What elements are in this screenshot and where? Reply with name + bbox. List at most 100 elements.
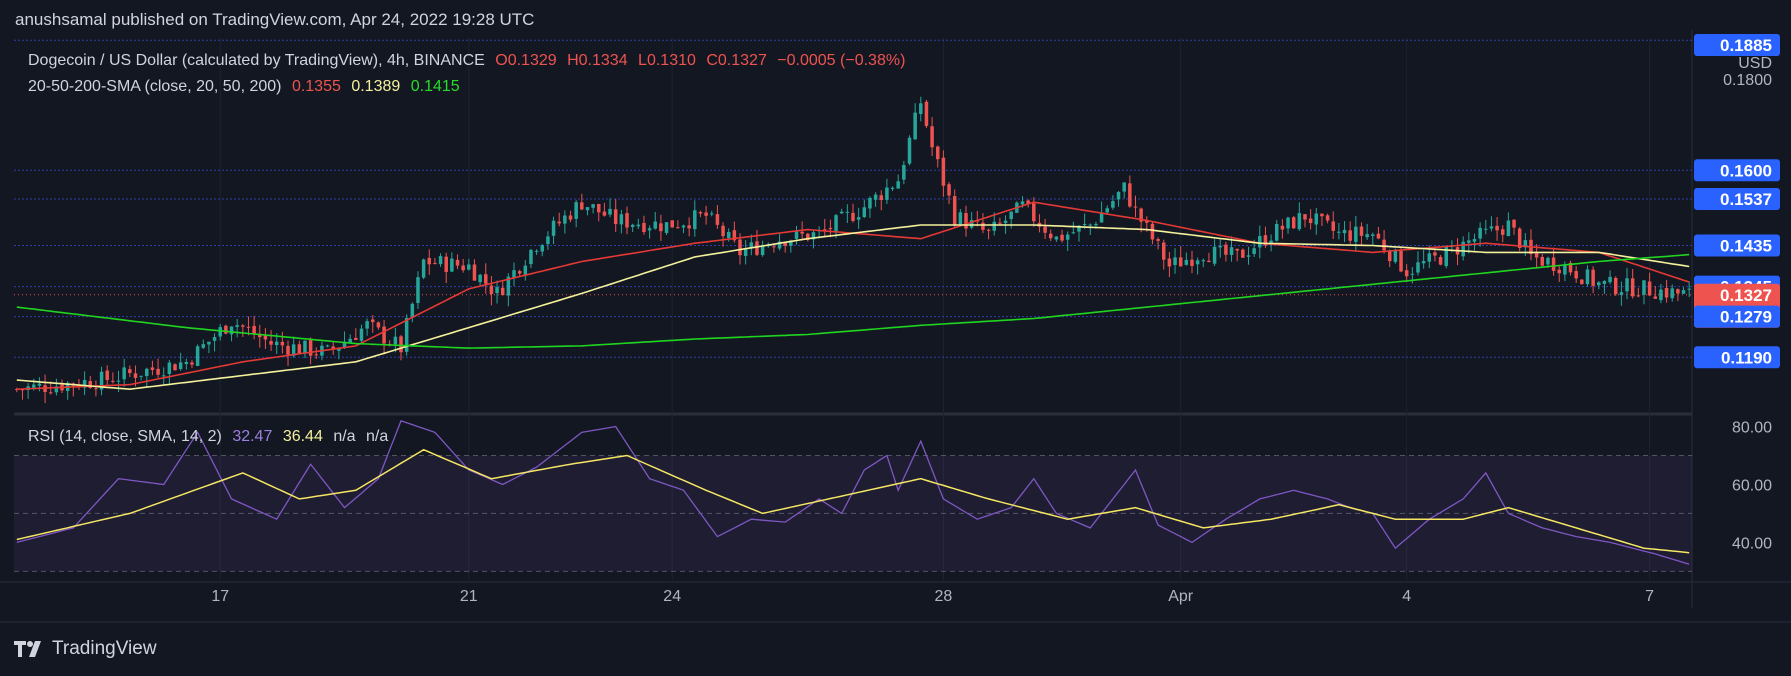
candle-body bbox=[433, 262, 437, 264]
candle-body bbox=[1342, 229, 1347, 234]
candle-body bbox=[224, 325, 228, 334]
candle-body bbox=[512, 270, 516, 279]
rsi-panel bbox=[14, 455, 1692, 572]
candle-body bbox=[37, 383, 42, 386]
candle-body bbox=[1687, 288, 1691, 290]
time-axis[interactable]: 17212428Apr4711141821 bbox=[211, 588, 1791, 605]
time-tick-label: 28 bbox=[934, 588, 952, 605]
candle-body bbox=[540, 245, 545, 252]
candle-body bbox=[563, 215, 567, 224]
candle-body bbox=[354, 337, 358, 340]
candle-body bbox=[399, 336, 403, 353]
candle-body bbox=[1195, 260, 1200, 265]
candle-body bbox=[1563, 264, 1567, 275]
candle-body bbox=[1568, 262, 1573, 273]
candle-body bbox=[636, 224, 641, 227]
candle-body bbox=[1506, 220, 1511, 237]
candle-body bbox=[642, 222, 646, 233]
candle-body bbox=[755, 241, 759, 255]
candle-body bbox=[297, 344, 302, 354]
candle-body bbox=[1111, 201, 1115, 208]
candle-body bbox=[1207, 260, 1211, 263]
candle-body bbox=[585, 207, 590, 211]
tradingview-logo[interactable]: TradingView bbox=[14, 638, 157, 660]
sma-lines bbox=[16, 201, 1690, 391]
candle-body bbox=[348, 338, 352, 343]
candle-body bbox=[1308, 218, 1313, 224]
candle-body bbox=[574, 202, 578, 219]
price-label-box bbox=[1694, 188, 1780, 211]
candle-body bbox=[1359, 226, 1364, 236]
candle-body bbox=[930, 126, 934, 148]
candle-body bbox=[1585, 269, 1590, 285]
candle-body bbox=[1116, 191, 1121, 200]
time-tick-label: 17 bbox=[211, 588, 229, 605]
candle-body bbox=[958, 212, 963, 225]
rsi-ma-line bbox=[16, 448, 1690, 554]
candle-body bbox=[551, 220, 556, 236]
candle-body bbox=[1003, 220, 1008, 224]
candle-body bbox=[698, 212, 703, 214]
candle-body bbox=[1670, 288, 1674, 299]
candle-body bbox=[935, 146, 940, 160]
candle-body bbox=[534, 250, 539, 252]
candle-body bbox=[1020, 201, 1025, 205]
candle-body bbox=[1551, 257, 1556, 271]
candle-body bbox=[676, 227, 680, 229]
tradingview-logo-icon bbox=[14, 641, 41, 657]
candle-body bbox=[1517, 228, 1522, 248]
price-label-box bbox=[1694, 159, 1780, 182]
candle-body bbox=[1201, 260, 1206, 262]
candle-body bbox=[998, 222, 1002, 224]
candle-body bbox=[444, 256, 448, 272]
candle-body bbox=[947, 184, 951, 196]
candle-body bbox=[845, 211, 850, 213]
candle-body bbox=[1048, 233, 1053, 239]
candle-body bbox=[427, 257, 432, 265]
candle-body bbox=[1523, 240, 1528, 248]
candle-body bbox=[986, 229, 991, 231]
candle-body bbox=[1178, 257, 1183, 267]
candle-body bbox=[602, 211, 607, 216]
candle-body bbox=[1664, 288, 1669, 298]
candle-body bbox=[704, 212, 708, 216]
candle-body bbox=[1625, 278, 1629, 292]
candle-body bbox=[1258, 236, 1262, 248]
candle-body bbox=[811, 232, 816, 240]
candle-body bbox=[856, 217, 861, 220]
candle-body bbox=[868, 197, 872, 209]
candle-body bbox=[619, 214, 624, 225]
candle-body bbox=[156, 368, 160, 375]
candle-body bbox=[1229, 247, 1234, 256]
candle-body bbox=[184, 361, 189, 365]
candle-body bbox=[715, 214, 720, 225]
candle-body bbox=[150, 367, 155, 370]
candle-body bbox=[331, 346, 335, 350]
main-grid bbox=[0, 30, 1791, 623]
candle-body bbox=[806, 233, 810, 241]
candle-body bbox=[907, 137, 912, 164]
price-label-box bbox=[1694, 346, 1780, 369]
candle-body bbox=[1150, 223, 1155, 240]
candle-body bbox=[1032, 203, 1036, 222]
candle-body bbox=[269, 341, 273, 345]
candle-body bbox=[1139, 208, 1143, 222]
candle-body bbox=[1399, 250, 1403, 272]
price-scale[interactable]: 0.18850.16000.15370.14350.13450.132731:2… bbox=[1694, 34, 1780, 552]
candle-body bbox=[981, 222, 985, 230]
candle-body bbox=[365, 321, 369, 329]
rsi-lines bbox=[16, 419, 1690, 565]
candle-body bbox=[1500, 229, 1505, 235]
candle-body bbox=[1286, 217, 1290, 229]
candle-body bbox=[1133, 206, 1138, 208]
candle-body bbox=[1484, 228, 1488, 230]
candle-body bbox=[1145, 220, 1149, 223]
sma50-value: 0.1389 bbox=[351, 78, 401, 95]
candle-body bbox=[1224, 244, 1228, 255]
candle-body bbox=[1235, 248, 1239, 251]
candle-body bbox=[913, 112, 917, 140]
candle-body bbox=[1167, 258, 1172, 267]
candle-body bbox=[1410, 273, 1415, 275]
candle-body bbox=[1263, 235, 1268, 246]
